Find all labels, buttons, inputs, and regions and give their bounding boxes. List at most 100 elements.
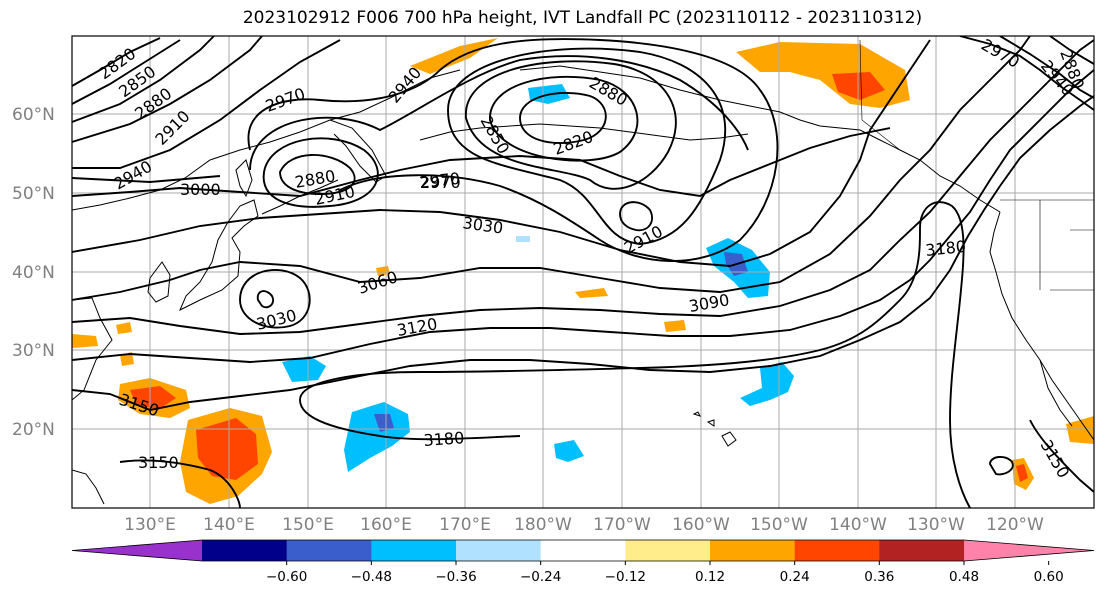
shade-cyan: [344, 402, 410, 472]
colorbar-tick-label: −0.48: [351, 569, 392, 585]
latitude-axis: 60°N 50°N 40°N 30°N 20°N: [12, 105, 55, 440]
contour-2850-nw: [72, 39, 181, 105]
shade-red: [196, 418, 258, 480]
lon-label-160e: 160°E: [360, 515, 412, 535]
contour-3030-closed: [256, 290, 274, 309]
contour-2880-closed-main: [465, 60, 677, 190]
shade-orange: [664, 320, 686, 332]
colorbar-outline: [71, 539, 1095, 562]
borders: [859, 39, 1094, 291]
coastlines: [72, 65, 1094, 505]
coastline-korea: [147, 261, 171, 303]
colorbar-swatch: [625, 540, 711, 561]
contour-2880-closed: [279, 154, 356, 195]
shade-red: [130, 386, 176, 410]
colorbar-swatch: [540, 540, 626, 561]
coastline-kamchatka: [329, 119, 387, 183]
lat-label-50n: 50°N: [12, 184, 55, 204]
colorbar-tick-label: −0.60: [266, 569, 307, 585]
contour-3180: [299, 201, 971, 508]
lon-label-150w: 150°W: [750, 515, 808, 535]
lon-label-170w: 170°W: [593, 515, 651, 535]
lon-label-120w: 120°W: [986, 515, 1044, 535]
lon-label-160w: 160°W: [672, 515, 730, 535]
longitude-axis: 130°E 140°E 150°E 160°E 170°E 180°W 170°…: [124, 515, 1044, 535]
lon-label-130e: 130°E: [124, 515, 176, 535]
lon-label-140e: 140°E: [203, 515, 255, 535]
contour-3150-west: [72, 95, 1094, 411]
colorbar-tick-label: −0.12: [605, 569, 646, 585]
contour-label: 3000: [180, 180, 221, 199]
lon-label-150e: 150°E: [282, 515, 334, 535]
contour-3180-closed-se: [989, 456, 1014, 476]
colorbar-swatch: [286, 540, 372, 561]
coastline-na-west: [989, 211, 1094, 441]
shade-light-blue: [516, 236, 530, 242]
colorbar-swatch: [202, 540, 288, 561]
colorbar-swatches: [71, 539, 1095, 562]
lat-label-40n: 40°N: [12, 263, 55, 283]
contour-label: 3150: [138, 453, 179, 472]
coastline-baja: [1039, 359, 1073, 427]
coastline-sakhalin: [235, 159, 253, 198]
colorbar-tick-label: −0.36: [435, 569, 476, 585]
contour-2880-ne: [1049, 36, 1094, 65]
lon-label-140w: 140°W: [829, 515, 887, 535]
contour-2940-ne: [999, 36, 1094, 99]
colorbar: −0.60 −0.48 −0.36 −0.24 −0.12 0.12 0.24 0.36 0.4…: [71, 539, 1095, 585]
contour-3120: [72, 69, 1094, 363]
contour-2970-ne: [959, 36, 1094, 111]
colorbar-tick-label: 0.36: [864, 569, 894, 585]
contour-3180-lower: [299, 399, 521, 441]
colorbar-tick-label: 0.24: [780, 569, 810, 585]
contour-label: 2970: [418, 169, 460, 192]
contour-2940-loop: [249, 55, 749, 171]
lat-label-20n: 20°N: [12, 420, 55, 440]
colorbar-swatch: [456, 540, 542, 561]
height-contours: [72, 36, 1094, 508]
lat-label-60n: 60°N: [12, 105, 55, 125]
coastline-hawaii: [692, 411, 737, 447]
colorbar-tick-label: 0.48: [949, 569, 979, 585]
contour-3150-south: [119, 459, 241, 508]
colorbar-ticks: −0.60 −0.48 −0.36 −0.24 −0.12 0.12 0.24 0.36 0.4…: [266, 561, 1064, 585]
colorbar-swatch: [371, 540, 457, 561]
shade-blue: [374, 414, 394, 432]
contour-2910-main: [447, 47, 726, 245]
contour-label: 2970: [420, 173, 461, 192]
colorbar-extend-low: [72, 540, 202, 561]
colorbar-extend-high: [964, 540, 1094, 561]
contour-2850-closed: [489, 75, 639, 162]
contour-label: 3180: [924, 237, 966, 260]
contour-3090: [72, 39, 1094, 335]
contour-2940-nw: [72, 39, 341, 169]
contour-2820-nw: [72, 37, 161, 87]
colorbar-tick-label: −0.24: [520, 569, 561, 585]
shade-cyan: [554, 440, 584, 462]
coastline-japan: [179, 199, 259, 312]
lat-label-30n: 30°N: [12, 341, 55, 361]
coastline-alaska: [519, 65, 1001, 213]
colorbar-swatch: [794, 540, 880, 561]
contour-2910-small: [619, 201, 653, 232]
contour-3030-loop: [239, 269, 311, 329]
contour-3060: [72, 36, 1031, 301]
lon-label-170e: 170°E: [439, 515, 491, 535]
lon-label-130w: 130°W: [907, 515, 965, 535]
colorbar-tick-label: 0.60: [1034, 569, 1064, 585]
border-alaska-canada: [859, 39, 901, 151]
contour-2970: [247, 38, 779, 262]
coastline-aleutians: [419, 123, 749, 141]
shade-orange: [1066, 416, 1094, 444]
border-us-states: [1039, 200, 1094, 291]
colorbar-tick-label: 0.12: [695, 569, 725, 585]
shade-orange: [72, 334, 98, 348]
colorbar-swatch: [879, 540, 965, 561]
shade-red: [1016, 464, 1028, 482]
colorbar-swatch: [710, 540, 796, 561]
contour-2910-nw: [72, 36, 263, 143]
shade-cyan: [740, 362, 794, 406]
contour-2910-closed: [262, 137, 379, 208]
contour-2970-nw: [72, 175, 221, 183]
